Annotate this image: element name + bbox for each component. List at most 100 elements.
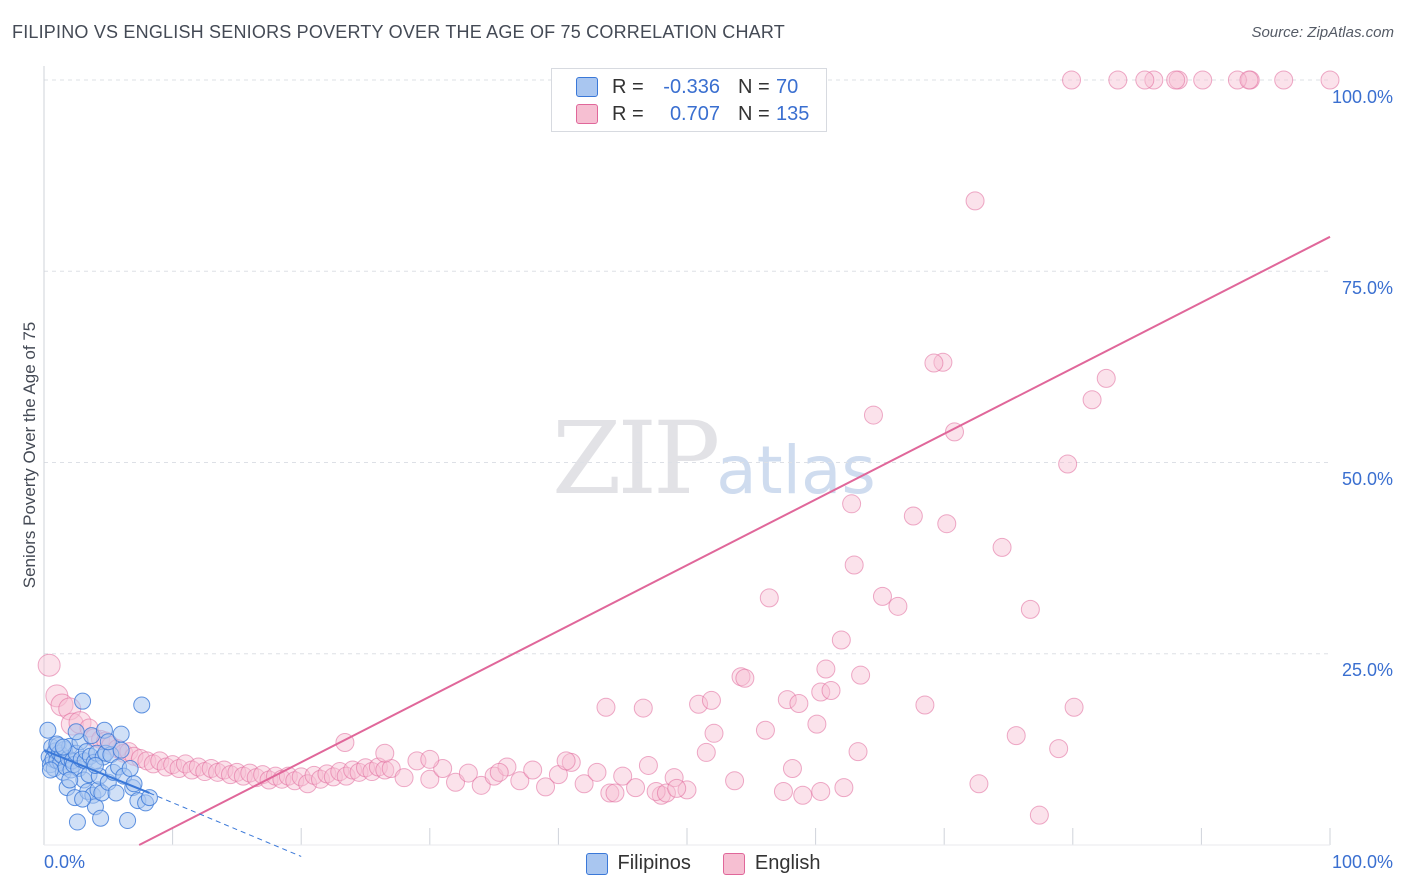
english-point — [1239, 70, 1259, 90]
english-point — [446, 772, 466, 792]
watermark-zip: ZIP — [552, 400, 720, 517]
filipino-point — [107, 784, 125, 802]
english-trend-line — [138, 235, 1331, 846]
r-value: -0.336 — [663, 75, 720, 98]
filipino-point — [133, 696, 151, 714]
x-tick-100: 100.0% — [1331, 852, 1393, 872]
english-point — [605, 783, 625, 803]
english-point — [696, 742, 716, 762]
english-point — [677, 780, 697, 800]
english-point — [1082, 390, 1102, 410]
filipino-trend-line — [43, 749, 150, 794]
english-point — [704, 723, 724, 743]
english-point — [851, 665, 871, 685]
english-point — [1049, 739, 1069, 759]
english-point — [1064, 697, 1084, 717]
english-point — [638, 755, 658, 775]
english-point — [811, 781, 831, 801]
english-point — [816, 659, 836, 679]
n-value: 70 — [776, 75, 799, 98]
english-point — [863, 405, 883, 425]
filipino-point — [54, 738, 72, 756]
english-point — [821, 680, 841, 700]
y-tick-75: 75.0% — [1341, 278, 1393, 298]
english-point — [888, 596, 908, 616]
english-point — [1058, 454, 1078, 474]
filipino-point — [61, 771, 79, 789]
english-point — [844, 555, 864, 575]
filipino-point — [112, 725, 130, 743]
english-point — [903, 506, 923, 526]
filipino-point — [74, 692, 92, 710]
english-point — [735, 668, 755, 688]
english-point — [1029, 805, 1049, 825]
english-point — [915, 695, 935, 715]
english-point — [600, 783, 620, 803]
english-point — [872, 586, 892, 606]
legend-item-english[interactable]: English — [722, 852, 821, 875]
english-point — [834, 778, 854, 798]
filipino-point — [68, 813, 86, 831]
english-point — [484, 766, 504, 786]
filipino-point — [74, 790, 92, 808]
english-point — [924, 353, 944, 373]
english-point — [789, 693, 809, 713]
english-point — [1096, 368, 1116, 388]
english-point — [1166, 70, 1186, 90]
r-value: 0.707 — [669, 102, 720, 125]
english-point — [1193, 70, 1213, 90]
english-point — [420, 769, 440, 789]
english-point — [626, 778, 646, 798]
r-label: R = — [612, 102, 644, 125]
english-point — [556, 751, 576, 771]
english-legend-swatch — [722, 852, 745, 875]
english-point — [1020, 599, 1040, 619]
english-point — [1108, 70, 1128, 90]
english-point — [587, 762, 607, 782]
source-credit: Source: ZipAtlas.com — [1251, 24, 1394, 41]
english-point — [937, 514, 957, 534]
english-point — [656, 783, 676, 803]
filipino-trend-extension — [149, 792, 302, 857]
legend-row-english: R = 0.707 N = 135 — [576, 102, 809, 126]
filipinos-legend-label: Filipinos — [617, 852, 691, 874]
english-point — [842, 494, 862, 514]
english-point — [701, 690, 721, 710]
filipinos-swatch — [576, 77, 598, 97]
english-point — [1062, 70, 1082, 90]
legend-row-filipinos: R = -0.336 N = 70 — [576, 75, 798, 99]
english-point — [523, 760, 543, 780]
english-point — [782, 759, 802, 778]
chart-title: FILIPINO VS ENGLISH SENIORS POVERTY OVER… — [12, 22, 785, 42]
filipino-point — [67, 723, 85, 741]
english-point — [1274, 70, 1294, 90]
english-point — [375, 743, 395, 763]
english-point — [755, 720, 775, 740]
filipino-point — [119, 812, 137, 830]
english-point — [471, 775, 491, 795]
english-point — [1227, 70, 1247, 90]
english-point — [831, 630, 851, 650]
watermark: ZIPatlas — [552, 400, 876, 517]
english-point — [596, 697, 616, 717]
english-point — [777, 690, 797, 710]
legend-item-filipinos[interactable]: Filipinos — [585, 852, 691, 875]
english-point — [375, 760, 395, 780]
n-value: 135 — [776, 102, 810, 125]
english-legend-label: English — [754, 852, 821, 874]
english-point — [37, 653, 61, 677]
english-point — [458, 763, 478, 783]
y-tick-50: 50.0% — [1341, 469, 1393, 489]
english-point — [510, 771, 530, 791]
english-point — [489, 762, 509, 782]
y-tick-25: 25.0% — [1341, 660, 1393, 680]
english-point — [969, 774, 989, 794]
filipino-point — [121, 760, 139, 777]
filipino-point — [39, 721, 57, 739]
english-point — [725, 771, 745, 791]
english-point — [394, 768, 414, 788]
english-point — [759, 588, 779, 608]
y-tick-100: 100.0% — [1331, 87, 1393, 107]
english-point — [793, 785, 813, 805]
